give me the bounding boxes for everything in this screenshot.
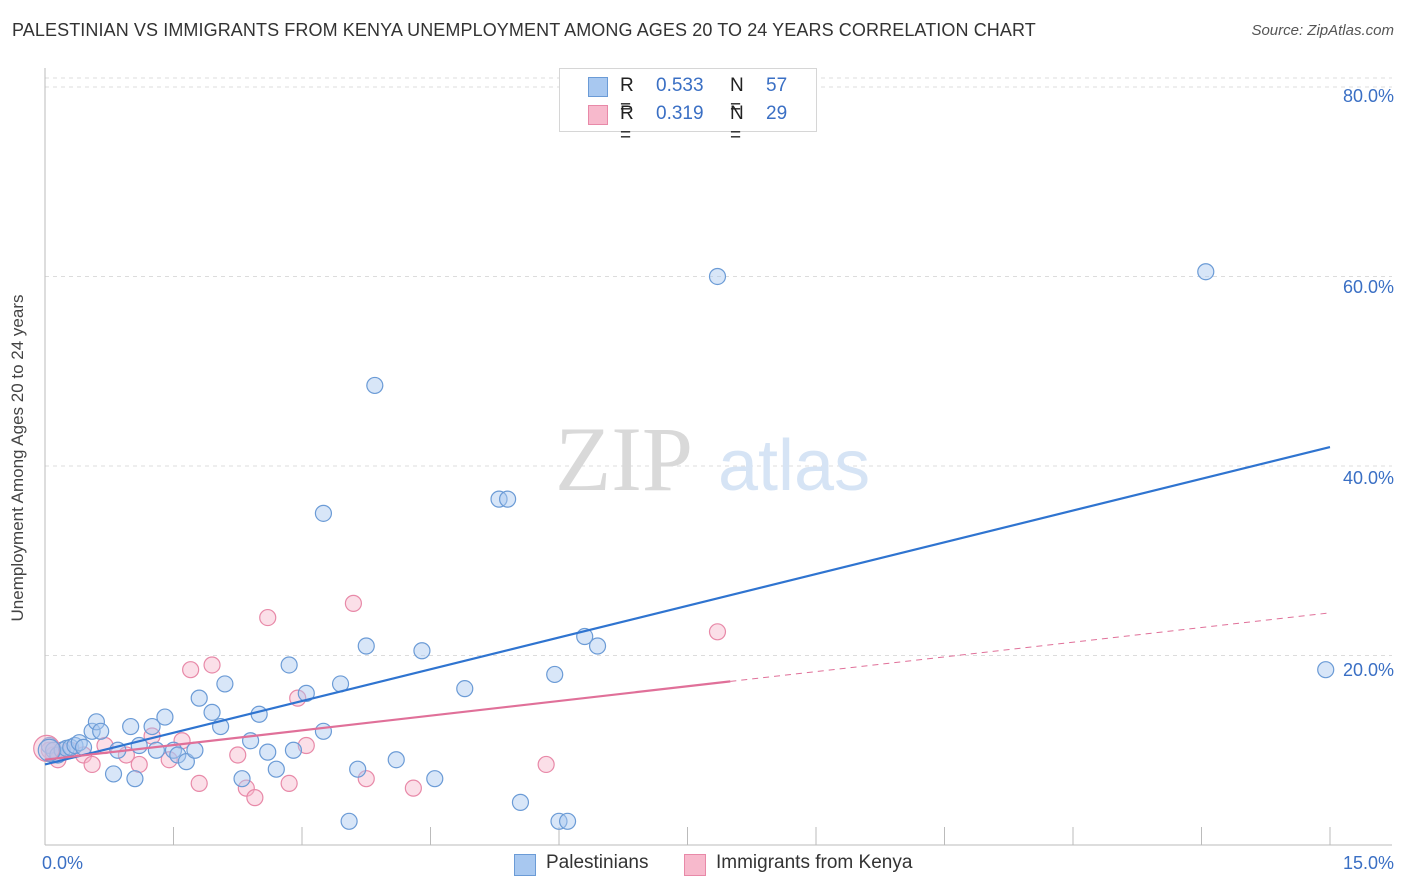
y-tick-20: 20.0% <box>1342 660 1394 680</box>
kenya-point-24 <box>357 770 375 788</box>
kenya-point-18 <box>246 789 264 807</box>
y-axis-label: Unemployment Among Ages 20 to 24 years <box>8 294 27 622</box>
palestinians-point-22 <box>177 753 195 771</box>
stats-legend: R = 0.533 N = 57 R = 0.319 N = 29 <box>559 68 817 146</box>
palestinians-point-23 <box>186 741 204 759</box>
palestinians-point-49 <box>511 793 530 811</box>
palestinians-point-50 <box>546 665 564 684</box>
kenya-point-27 <box>708 623 727 641</box>
palestinians-point-27 <box>216 675 234 693</box>
palestinians-point-25 <box>203 703 221 721</box>
palestinians-point-14 <box>122 717 140 736</box>
kenya-point-25 <box>404 779 422 797</box>
palestinians-legend-swatch <box>514 854 536 876</box>
palestinians-point-21 <box>169 746 187 764</box>
grid-lines <box>45 77 1392 656</box>
palestinians-point-44 <box>413 642 431 660</box>
palestinians-point-35 <box>297 684 315 702</box>
x-tick-max: 15.0% <box>1342 853 1394 873</box>
palestinians-point-12 <box>104 765 123 783</box>
palestinians-point-17 <box>143 717 161 736</box>
palestinians-point-46 <box>456 680 474 698</box>
data-points <box>33 263 1335 830</box>
kenya-point-17 <box>237 779 255 797</box>
n-value: 57 <box>766 75 788 96</box>
palestinians-point-11 <box>92 722 110 740</box>
n-value: 29 <box>766 103 788 124</box>
kenya-point-11 <box>160 751 178 769</box>
n-label: N = <box>730 103 744 146</box>
kenya-point-9 <box>130 755 148 774</box>
axes <box>44 68 1392 846</box>
kenya-trend-dashed <box>730 612 1331 682</box>
kenya-swatch <box>588 105 608 125</box>
palestinians-point-55 <box>708 267 727 286</box>
r-label: R = <box>620 75 634 118</box>
kenya-point-13 <box>182 661 200 679</box>
chart-source: Source: ZipAtlas.com <box>1251 22 1394 39</box>
kenya-trend-solid <box>44 680 731 761</box>
palestinians-point-41 <box>357 637 375 655</box>
chart-title: PALESTINIAN VS IMMIGRANTS FROM KENYA UNE… <box>12 20 1036 40</box>
palestinians-trend <box>44 445 1331 766</box>
palestinians-point-45 <box>426 770 444 788</box>
palestinians-point-34 <box>284 741 303 759</box>
kenya-point-15 <box>203 656 221 674</box>
palestinians-point-30 <box>250 705 268 723</box>
palestinians-point-15 <box>126 770 144 788</box>
n-label: N = <box>730 75 744 118</box>
watermark: ZIP atlas <box>555 408 870 510</box>
palestinians-point-40 <box>349 760 367 778</box>
legend-label: Immigrants from Kenya <box>716 852 913 873</box>
palestinians-cluster-point <box>37 738 61 762</box>
watermark-atlas: atlas <box>718 426 870 506</box>
kenya-point-19 <box>259 608 277 627</box>
palestinians-point-18 <box>147 741 165 759</box>
palestinians-point-19 <box>156 708 174 726</box>
palestinians-point-56 <box>1197 263 1215 281</box>
r-label: R = <box>620 103 634 146</box>
palestinians-point-24 <box>190 689 208 707</box>
palestinians-point-33 <box>280 656 298 674</box>
x-tick-min: 0.0% <box>42 853 84 873</box>
palestinians-point-43 <box>387 751 405 769</box>
kenya-point-14 <box>190 774 208 793</box>
palestinians-point-54 <box>588 637 607 655</box>
kenya-point-6 <box>83 755 101 774</box>
palestinians-point-57 <box>1317 661 1335 679</box>
kenya-point-23 <box>344 594 362 612</box>
y-tick-60: 60.0% <box>1342 277 1394 297</box>
watermark-zip: ZIP <box>555 408 693 510</box>
palestinians-point-32 <box>267 760 285 778</box>
palestinians-point-28 <box>233 770 251 788</box>
palestinians-point-42 <box>366 376 384 395</box>
r-value: 0.319 <box>656 103 704 124</box>
palestinians-point-31 <box>259 743 277 761</box>
legend-label: Palestinians <box>546 852 649 873</box>
r-value: 0.533 <box>656 75 704 96</box>
palestinians-point-36 <box>314 722 333 740</box>
y-tick-80: 80.0% <box>1342 86 1394 106</box>
palestinians-point-52 <box>558 812 577 830</box>
palestinians-point-10 <box>87 713 106 731</box>
kenya-legend-swatch <box>684 854 706 876</box>
kenya-point-22 <box>297 736 315 755</box>
trend-lines <box>44 445 1331 766</box>
palestinians-point-39 <box>340 812 358 830</box>
kenya-point-20 <box>280 774 298 793</box>
kenya-point-26 <box>537 755 555 774</box>
y-tick-40: 40.0% <box>1342 468 1394 488</box>
palestinians-point-48 <box>499 490 517 508</box>
kenya-point-16 <box>229 746 247 764</box>
palestinians-point-37 <box>314 504 333 522</box>
palestinians-swatch <box>588 77 608 97</box>
